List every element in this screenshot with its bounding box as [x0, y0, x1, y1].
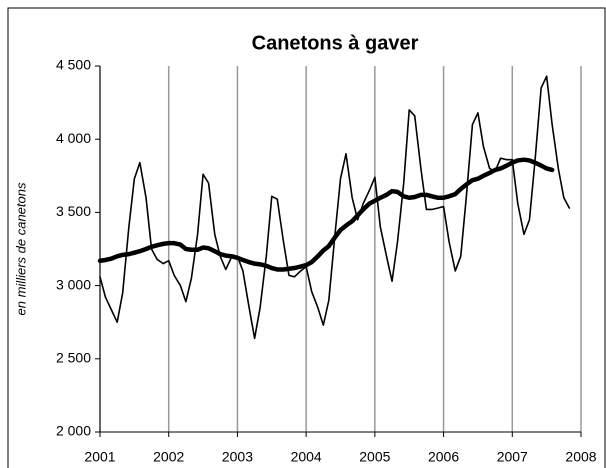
x-tick-label: 2001	[84, 449, 115, 465]
y-axis-label: en milliers de canetons	[13, 182, 28, 315]
chart-title: Canetons à gaver	[252, 32, 419, 54]
y-tick-label: 2 000	[56, 423, 91, 439]
x-tick-label: 2008	[565, 449, 596, 465]
y-tick-label: 4 000	[56, 130, 91, 146]
x-tick-label: 2004	[291, 449, 322, 465]
x-tick-label: 2003	[222, 449, 253, 465]
y-tick-label: 4 500	[56, 57, 91, 73]
x-tick-label: 2002	[153, 449, 184, 465]
x-tick-label: 2006	[428, 449, 459, 465]
y-tick-label: 2 500	[56, 350, 91, 366]
y-tick-label: 3 000	[56, 276, 91, 292]
y-tick-label: 3 500	[56, 203, 91, 219]
series-line	[97, 157, 555, 272]
x-tick-label: 2007	[497, 449, 528, 465]
x-tick-label: 2005	[359, 449, 390, 465]
